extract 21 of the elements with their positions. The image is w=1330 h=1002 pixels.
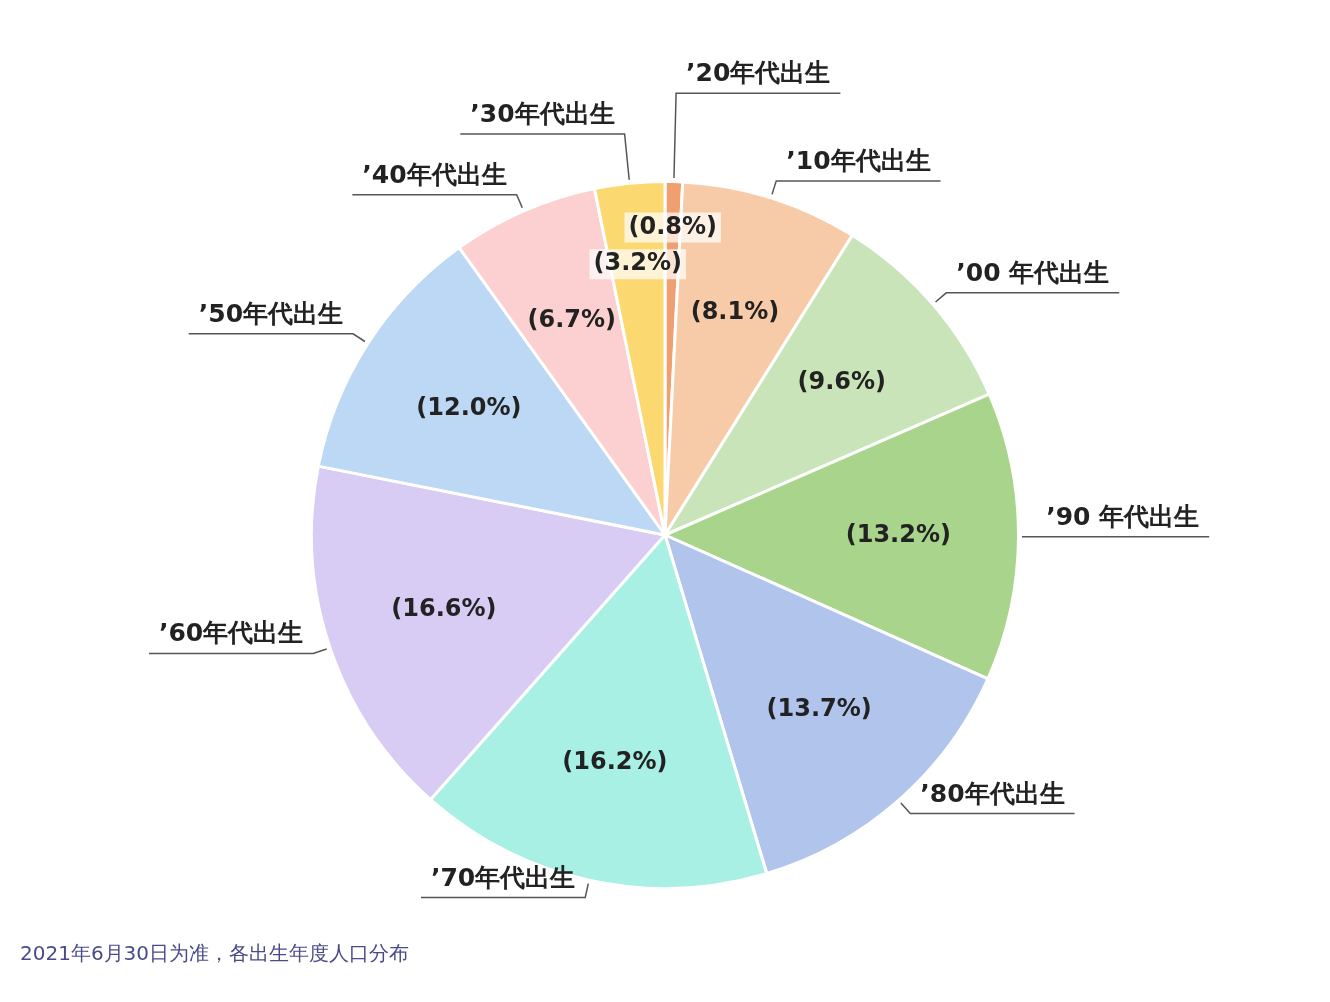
data-label: (16.2%) [562,747,668,776]
slice-label: ’40年代出生 [362,159,507,189]
data-label: (12.0%) [416,392,522,421]
data-label: (3.2%) [593,248,682,277]
slice-label: ’90 年代出生 [1046,501,1200,531]
text: 2021年6月30日为准，各出生年度人口分布 [20,940,410,967]
slice-label: ’00 年代出生 [956,257,1110,287]
slice-label: ’10年代出生 [786,145,931,175]
data-label: (13.2%) [845,520,951,549]
data-label: (16.6%) [391,593,497,622]
slice-label: ’70年代出生 [430,862,576,892]
data-label: (13.7%) [766,694,872,723]
slice-label: ’30年代出生 [470,99,615,129]
data-label: (6.7%) [527,305,617,334]
data-label: (0.8%) [628,211,717,240]
slice-label: ’80年代出生 [920,778,1065,808]
slice-label: ’60年代出生 [158,618,304,648]
data-label: (8.1%) [690,296,780,325]
slice-label: ’50年代出生 [198,298,344,328]
data-label: (9.6%) [797,367,887,395]
slice-label: ’20年代出生 [686,58,831,88]
